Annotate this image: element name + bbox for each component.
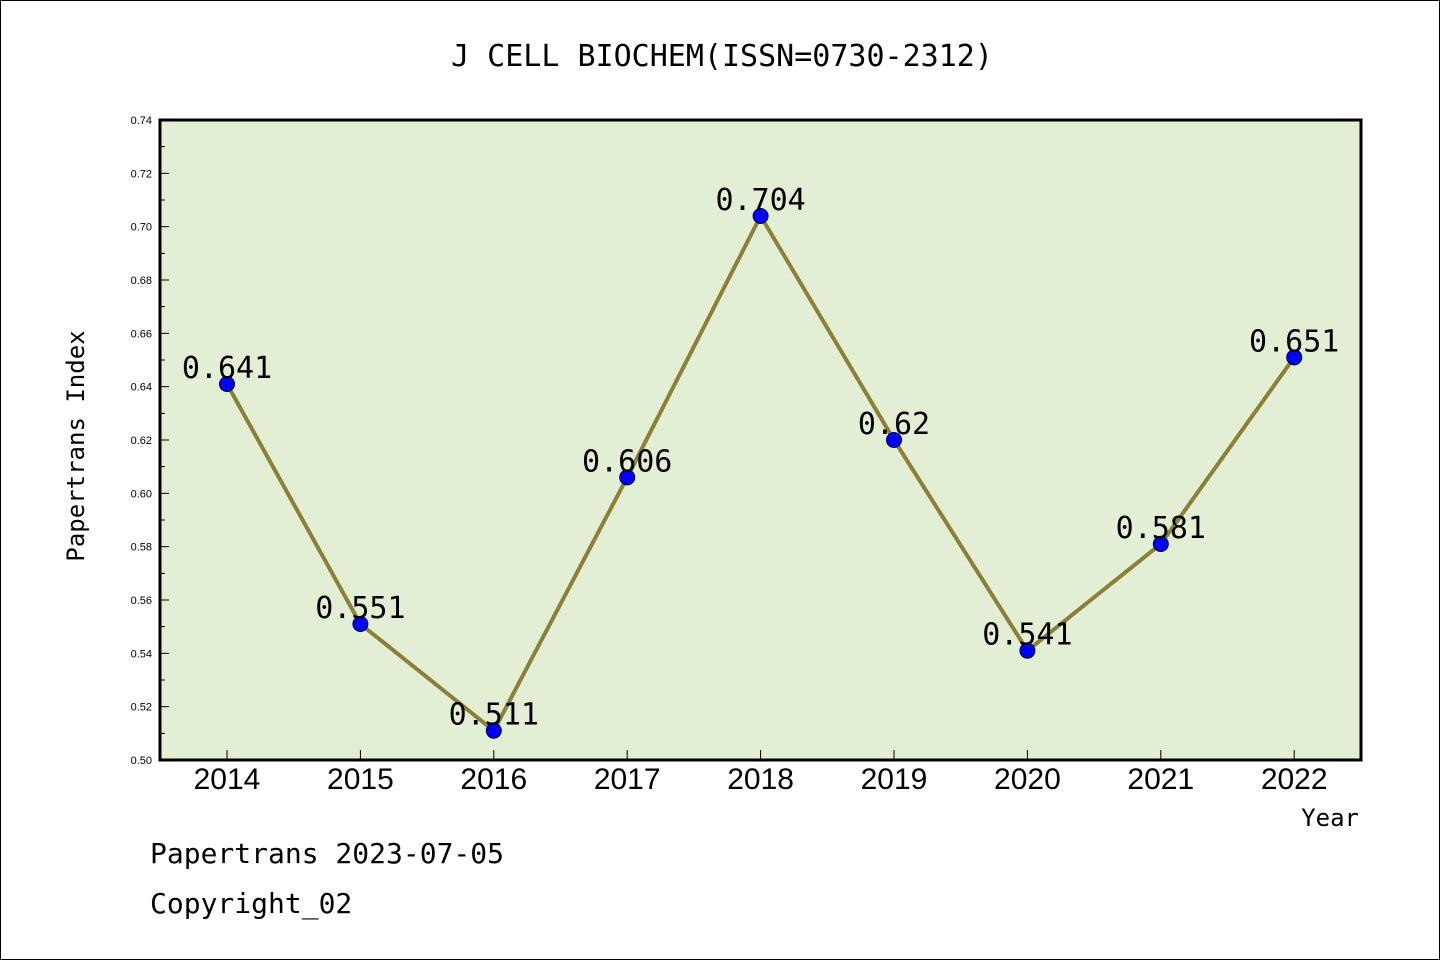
y-tick-label: 0.62 — [131, 435, 152, 447]
data-label: 0.62 — [858, 407, 930, 442]
data-label: 0.641 — [182, 351, 272, 386]
x-tick-label: 2017 — [594, 763, 661, 796]
data-point — [619, 469, 636, 486]
data-labels: 0.641 0.551 0.511 0.606 0.704 0.62 0.541 0.581 0… — [182, 183, 1340, 733]
data-point — [485, 722, 502, 739]
y-tick-label: 0.58 — [131, 542, 152, 554]
y-tick-label: 0.66 — [131, 328, 152, 340]
x-axis-label: Year — [1301, 804, 1359, 832]
data-point — [352, 616, 369, 632]
footer-source: Papertrans 2023-07-05 — [150, 837, 504, 870]
data-label: 0.704 — [715, 183, 805, 218]
chart-title: J CELL BIOCHEM(ISSN=0730-2312) — [451, 39, 993, 74]
y-tick-label: 0.74 — [131, 115, 152, 127]
data-point — [752, 208, 769, 224]
data-point — [1019, 642, 1036, 659]
data-label: 0.551 — [315, 591, 405, 626]
data-label: 0.651 — [1249, 324, 1339, 359]
y-tick-label: 0.70 — [131, 222, 152, 234]
data-label: 0.511 — [449, 698, 539, 733]
data-label: 0.606 — [582, 444, 672, 479]
y-tick-label: 0.56 — [131, 595, 152, 607]
footer-copyright: Copyright_02 — [150, 887, 352, 921]
data-point — [1152, 536, 1169, 552]
data-label: 0.581 — [1116, 511, 1206, 546]
x-tick-label: 2021 — [1127, 763, 1194, 796]
x-tick-label: 2020 — [994, 763, 1061, 796]
x-tick-label: 2015 — [327, 763, 394, 796]
y-tick-label: 0.52 — [131, 702, 152, 714]
y-tick-label: 0.50 — [131, 755, 152, 767]
y-tick-label: 0.72 — [131, 168, 152, 180]
x-tick-label: 2014 — [194, 763, 261, 796]
y-axis-label: Papertrans Index — [62, 330, 90, 561]
data-point — [219, 376, 235, 392]
x-tick-label: 2019 — [861, 763, 928, 796]
axis-ticks: 0.50 0.52 0.54 0.56 0.58 0.60 0.62 0.64 0.66 0.68… — [131, 115, 1328, 796]
data-point — [886, 432, 902, 448]
plot-border — [158, 118, 1363, 762]
data-label: 0.541 — [982, 618, 1072, 653]
y-tick-label: 0.54 — [131, 648, 152, 660]
y-tick-label: 0.68 — [131, 275, 152, 287]
x-tick-label: 2016 — [460, 763, 527, 796]
plot-area — [160, 120, 1361, 760]
y-tick-label: 0.60 — [131, 488, 152, 500]
data-markers — [219, 208, 1303, 739]
x-tick-label: 2022 — [1261, 763, 1328, 796]
data-point — [1286, 349, 1303, 366]
y-tick-label: 0.64 — [131, 382, 152, 394]
x-tick-label: 2018 — [727, 763, 794, 796]
